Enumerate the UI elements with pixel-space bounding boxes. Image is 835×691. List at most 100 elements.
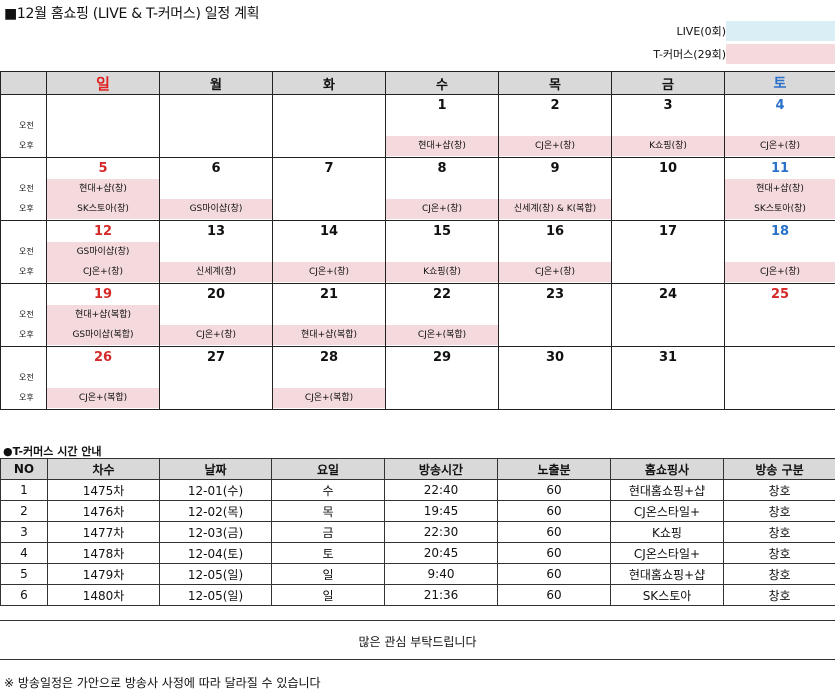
pm-broadcast: SK스토아(창)	[725, 199, 835, 219]
day-number: 7	[273, 158, 385, 179]
calendar-day-cell: 27	[160, 347, 273, 410]
pm-broadcast	[612, 262, 724, 282]
table-cell: 60	[498, 564, 611, 585]
pm-broadcast: CJ온+(복합)	[386, 325, 498, 345]
pm-broadcast: CJ온+(창)	[386, 199, 498, 219]
day-number: 1	[386, 95, 498, 116]
table-cell: 9:40	[385, 564, 498, 585]
pm-broadcast	[273, 199, 385, 219]
pm-broadcast	[725, 325, 835, 345]
divider-top	[0, 620, 835, 621]
pm-label: 오후	[1, 136, 46, 156]
tcommerce-header-cell: 날짜	[160, 459, 272, 480]
am-broadcast: GS마이샵(창)	[47, 242, 159, 262]
day-number: 26	[47, 347, 159, 368]
am-broadcast	[612, 242, 724, 262]
table-cell: 60	[498, 501, 611, 522]
calendar-day-cell: 8 CJ온+(창)	[386, 158, 499, 221]
calendar-day-cell: 1 현대+샵(창)	[386, 95, 499, 158]
am-broadcast	[386, 368, 498, 388]
calendar-day-cell: 22 CJ온+(복합)	[386, 284, 499, 347]
tcommerce-header-cell: 요일	[272, 459, 385, 480]
pm-broadcast: 신세계(창)	[160, 262, 272, 282]
table-cell: 1479차	[48, 564, 160, 585]
table-cell: 1476차	[48, 501, 160, 522]
am-broadcast: 현대+샵(창)	[47, 179, 159, 199]
table-cell: 1	[1, 480, 48, 501]
table-cell: 현대홈쇼핑+샵	[611, 564, 724, 585]
table-cell: CJ온스타일+	[611, 501, 724, 522]
pm-broadcast: K쇼핑(창)	[386, 262, 498, 282]
day-number: 22	[386, 284, 498, 305]
day-number: 29	[386, 347, 498, 368]
table-cell: 3	[1, 522, 48, 543]
day-number: 19	[47, 284, 159, 305]
am-broadcast	[273, 368, 385, 388]
day-number: 25	[725, 284, 835, 305]
calendar-day-cell	[273, 95, 386, 158]
am-label: 오전	[1, 305, 46, 325]
pm-label: 오후	[1, 325, 46, 345]
day-number: 13	[160, 221, 272, 242]
day-number: 20	[160, 284, 272, 305]
table-cell: 1477차	[48, 522, 160, 543]
table-cell: 2	[1, 501, 48, 522]
am-broadcast	[499, 242, 611, 262]
pm-broadcast: 현대+샵(창)	[386, 136, 498, 156]
calendar-day-cell: 7	[273, 158, 386, 221]
am-broadcast	[499, 116, 611, 136]
table-cell: 12-03(금)	[160, 522, 272, 543]
pm-broadcast: GS마이샵(복합)	[47, 325, 159, 345]
am-broadcast	[386, 179, 498, 199]
pm-broadcast: CJ온+(창)	[160, 325, 272, 345]
calendar-day-cell: 17	[612, 221, 725, 284]
am-broadcast	[725, 305, 835, 325]
am-broadcast	[160, 242, 272, 262]
pm-broadcast	[499, 388, 611, 408]
calendar-day-cell: 24	[612, 284, 725, 347]
legend-tcommerce-swatch	[726, 44, 835, 64]
am-broadcast	[160, 116, 272, 136]
am-broadcast	[386, 305, 498, 325]
am-broadcast	[273, 116, 385, 136]
day-number: 28	[273, 347, 385, 368]
tcommerce-header-cell: 방송 구분	[724, 459, 835, 480]
schedule-note: ※ 방송일정은 가안으로 방송사 사정에 따라 달라질 수 있습니다	[4, 674, 321, 691]
am-broadcast	[47, 368, 159, 388]
day-number: 14	[273, 221, 385, 242]
legend-live: LIVE(0회)	[613, 20, 835, 42]
table-cell: K쇼핑	[611, 522, 724, 543]
table-cell: 1478차	[48, 543, 160, 564]
table-cell: 금	[272, 522, 385, 543]
calendar-day-cell: 31	[612, 347, 725, 410]
calendar-day-cell: 25	[725, 284, 835, 347]
pm-broadcast: CJ온+(창)	[499, 136, 611, 156]
pm-broadcast: GS마이샵(창)	[160, 199, 272, 219]
legend-live-swatch	[726, 21, 835, 41]
table-cell: 22:40	[385, 480, 498, 501]
tcommerce-header-cell: 노출분	[498, 459, 611, 480]
spacer	[1, 221, 46, 242]
pm-broadcast: SK스토아(창)	[47, 199, 159, 219]
day-number: 4	[725, 95, 835, 116]
table-cell: 목	[272, 501, 385, 522]
day-number	[47, 95, 159, 116]
weekday-sat: 토	[725, 72, 835, 95]
calendar-day-cell	[725, 347, 835, 410]
am-broadcast	[612, 116, 724, 136]
day-number: 8	[386, 158, 498, 179]
